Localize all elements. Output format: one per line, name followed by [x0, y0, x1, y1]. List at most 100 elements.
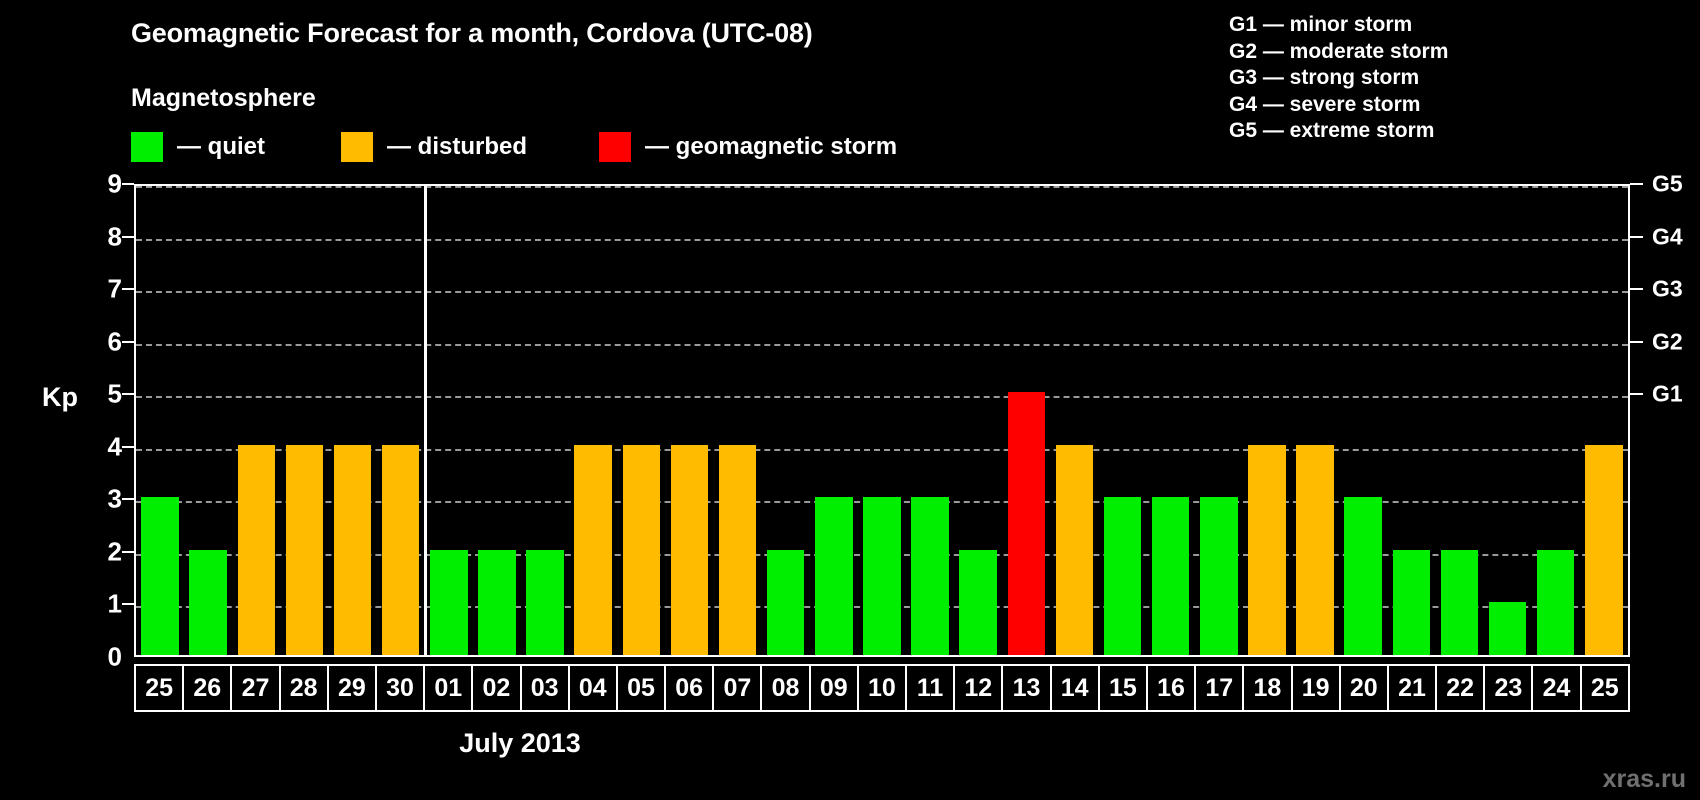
date-cell-07[interactable]: 07 [714, 666, 763, 710]
bar-06[interactable] [670, 444, 709, 655]
bar-16[interactable] [1151, 497, 1190, 655]
date-cell-23[interactable]: 23 [1485, 666, 1534, 710]
legend-entry-storm: — geomagnetic storm [599, 132, 897, 162]
date-cell-11[interactable]: 11 [907, 666, 956, 710]
bar-slot[interactable] [473, 186, 521, 655]
date-cell-29[interactable]: 29 [329, 666, 377, 710]
bar-slot[interactable] [762, 186, 810, 655]
bar-07[interactable] [718, 444, 757, 655]
bar-10[interactable] [863, 497, 901, 655]
bar-slot[interactable] [1387, 186, 1435, 655]
bar-slot[interactable] [377, 186, 425, 655]
date-cell-24[interactable]: 24 [1533, 666, 1582, 710]
date-cell-25[interactable]: 25 [1590, 673, 1619, 702]
date-cell-06[interactable]: 06 [666, 666, 715, 710]
date-cell-19[interactable]: 19 [1293, 666, 1341, 710]
bar-slot[interactable] [184, 186, 232, 655]
bar-09[interactable] [815, 497, 853, 655]
bars-layer [136, 186, 1628, 655]
bar-24[interactable] [1536, 549, 1575, 655]
bar-slot[interactable] [617, 186, 665, 655]
date-cell-18[interactable]: 18 [1244, 666, 1293, 710]
bar-slot[interactable] [810, 186, 858, 655]
page-title: Geomagnetic Forecast for a month, Cordov… [131, 18, 813, 48]
date-cell-09[interactable]: 09 [811, 666, 859, 710]
date-cell-30[interactable]: 30 [377, 666, 426, 710]
bar-slot[interactable] [1532, 186, 1580, 655]
bar-14[interactable] [1055, 444, 1094, 655]
bar-slot[interactable] [569, 186, 617, 655]
bar-slot[interactable] [1147, 186, 1195, 655]
bar-11[interactable] [911, 497, 949, 655]
date-cell-08[interactable]: 08 [762, 666, 811, 710]
bar-01[interactable] [430, 549, 468, 655]
date-cell-25[interactable]: 25 [136, 666, 185, 710]
bar-slot[interactable] [1002, 186, 1050, 655]
bar-slot[interactable] [1050, 186, 1098, 655]
bar-slot[interactable] [136, 186, 184, 655]
bar-slot[interactable] [1435, 186, 1483, 655]
bar-27[interactable] [237, 444, 276, 655]
bar-28[interactable] [285, 444, 324, 655]
bar-12[interactable] [959, 549, 997, 655]
bar-19[interactable] [1296, 444, 1334, 655]
date-cell-15[interactable]: 15 [1100, 666, 1148, 710]
date-cell-27[interactable]: 27 [232, 666, 281, 710]
date-cell-28[interactable]: 28 [281, 666, 329, 710]
bar-13[interactable] [1007, 392, 1046, 655]
bar-02[interactable] [478, 549, 516, 655]
bar-26[interactable] [189, 549, 227, 655]
bar-17[interactable] [1200, 497, 1238, 655]
date-cell-01[interactable]: 01 [425, 666, 474, 710]
date-cell-13[interactable]: 13 [1003, 666, 1052, 710]
bar-slot[interactable] [714, 186, 762, 655]
bar-30[interactable] [381, 444, 420, 655]
bar-08[interactable] [766, 549, 805, 655]
bar-25[interactable] [1585, 444, 1623, 655]
date-cell-14[interactable]: 14 [1052, 666, 1100, 710]
bar-29[interactable] [333, 444, 372, 655]
date-cell-03[interactable]: 03 [522, 666, 570, 710]
bar-slot[interactable] [858, 186, 906, 655]
bar-slot[interactable] [1195, 186, 1243, 655]
date-cell-02[interactable]: 02 [473, 666, 522, 710]
gridline-kp-9 [136, 186, 1628, 188]
date-cell-04[interactable]: 04 [570, 666, 618, 710]
bar-05[interactable] [622, 444, 661, 655]
y-tick-mark-9 [122, 183, 134, 185]
bar-slot[interactable] [1291, 186, 1339, 655]
bar-25[interactable] [141, 497, 179, 655]
bar-slot[interactable] [954, 186, 1002, 655]
bar-slot[interactable] [1580, 186, 1628, 655]
bar-slot[interactable] [232, 186, 280, 655]
bar-04[interactable] [574, 444, 612, 655]
bar-slot[interactable] [1484, 186, 1532, 655]
bar-20[interactable] [1344, 497, 1382, 655]
g-scale-item-g2: G2 — moderate storm [1229, 39, 1449, 63]
date-cell-12[interactable]: 12 [955, 666, 1004, 710]
bar-slot[interactable] [425, 186, 473, 655]
date-cell-20[interactable]: 20 [1341, 666, 1389, 710]
bar-slot[interactable] [329, 186, 377, 655]
date-cell-22[interactable]: 22 [1437, 666, 1486, 710]
bar-slot[interactable] [521, 186, 569, 655]
date-cell-16[interactable]: 16 [1148, 666, 1197, 710]
date-cell-26[interactable]: 26 [184, 666, 233, 710]
y-tick-label-2: 2 [107, 536, 122, 567]
bar-23[interactable] [1488, 602, 1527, 655]
bar-slot[interactable] [1099, 186, 1147, 655]
date-cell-21[interactable]: 21 [1389, 666, 1438, 710]
date-cell-10[interactable]: 10 [859, 666, 907, 710]
bar-21[interactable] [1392, 549, 1431, 655]
bar-03[interactable] [526, 549, 564, 655]
bar-slot[interactable] [665, 186, 713, 655]
bar-22[interactable] [1440, 549, 1479, 655]
bar-slot[interactable] [280, 186, 328, 655]
bar-slot[interactable] [906, 186, 954, 655]
bar-slot[interactable] [1243, 186, 1291, 655]
bar-15[interactable] [1103, 497, 1142, 655]
bar-slot[interactable] [1339, 186, 1387, 655]
date-cell-05[interactable]: 05 [618, 666, 667, 710]
bar-18[interactable] [1248, 444, 1286, 655]
date-cell-17[interactable]: 17 [1196, 666, 1245, 710]
